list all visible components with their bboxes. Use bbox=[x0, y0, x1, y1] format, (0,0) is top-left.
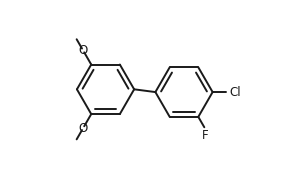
Text: O: O bbox=[78, 122, 88, 135]
Text: Cl: Cl bbox=[229, 86, 241, 99]
Text: F: F bbox=[202, 129, 209, 142]
Text: O: O bbox=[78, 44, 88, 57]
